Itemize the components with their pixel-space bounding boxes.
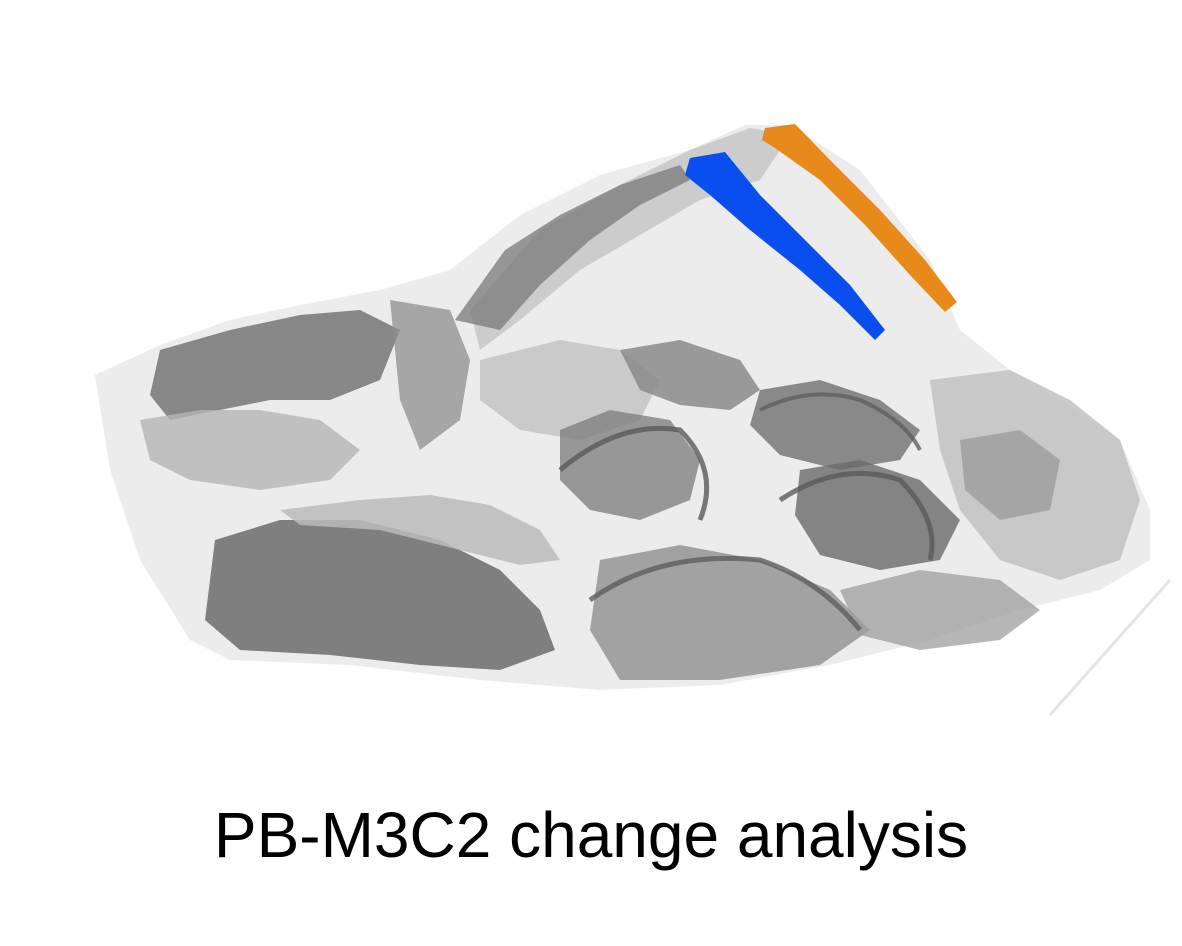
right-rock-mid <box>960 430 1060 520</box>
center-rock-mid <box>620 340 760 410</box>
right-rock-dark-2 <box>795 460 960 570</box>
rock-edge-2 <box>778 470 935 561</box>
left-rock-light <box>140 410 360 490</box>
lower-left-slab <box>205 520 555 670</box>
rock-edge-1 <box>558 425 710 521</box>
ground-line <box>1048 579 1172 716</box>
center-rock-dark <box>560 410 700 520</box>
segment-blue <box>685 152 885 340</box>
bottom-right-rock <box>840 570 1040 650</box>
left-rock-dark <box>150 310 400 420</box>
change-segments <box>685 124 957 340</box>
rock-edge-4 <box>759 392 922 451</box>
rock-edge-3 <box>588 555 862 632</box>
right-rock-dark-1 <box>750 380 920 470</box>
lower-left-slab-light <box>280 495 560 565</box>
point-cloud-figure <box>95 124 1172 716</box>
point-cloud <box>95 125 1172 716</box>
mountain-slope-dark <box>455 165 690 330</box>
figure-caption: PB-M3C2 change analysis <box>213 799 969 871</box>
left-mid-rock <box>390 300 470 450</box>
segment-orange <box>762 124 957 312</box>
